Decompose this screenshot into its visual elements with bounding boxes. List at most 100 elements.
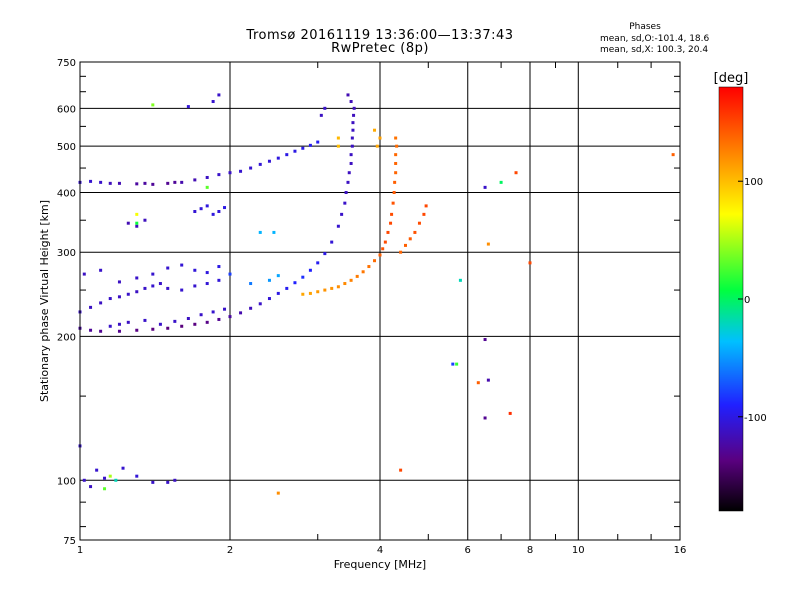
data-point bbox=[108, 181, 112, 185]
data-point bbox=[391, 201, 395, 205]
data-point bbox=[173, 478, 177, 482]
data-point bbox=[151, 103, 155, 107]
data-point bbox=[99, 329, 103, 333]
data-point bbox=[267, 278, 271, 282]
plot-frame bbox=[79, 61, 681, 541]
data-point bbox=[199, 207, 203, 211]
data-point bbox=[378, 253, 382, 257]
data-point bbox=[193, 178, 197, 182]
data-point bbox=[135, 276, 139, 280]
data-point bbox=[249, 306, 253, 310]
data-point bbox=[135, 328, 139, 332]
colorbar-label: [deg] bbox=[714, 71, 749, 86]
data-point bbox=[375, 144, 379, 148]
data-point bbox=[285, 286, 289, 290]
x-tick-label: 2 bbox=[227, 545, 233, 556]
data-point bbox=[205, 282, 209, 286]
data-point bbox=[272, 230, 276, 234]
data-point bbox=[671, 153, 675, 157]
x-tick-label: 1 bbox=[77, 545, 83, 556]
data-points bbox=[78, 93, 675, 495]
data-point bbox=[158, 282, 162, 286]
data-point bbox=[330, 240, 334, 244]
data-point bbox=[173, 180, 177, 184]
data-point bbox=[336, 224, 340, 228]
data-point bbox=[476, 381, 480, 385]
data-point bbox=[180, 263, 184, 267]
data-point bbox=[340, 212, 344, 216]
chart-title-line2: RwPretec (8p) bbox=[331, 41, 429, 56]
data-point bbox=[117, 329, 121, 333]
data-point bbox=[228, 171, 232, 175]
data-point bbox=[211, 310, 215, 314]
colorbar-tick-label: -100 bbox=[744, 413, 767, 424]
data-point bbox=[228, 272, 232, 276]
x-axis-label: Frequency [MHz] bbox=[334, 558, 426, 571]
data-point bbox=[143, 286, 147, 290]
data-point bbox=[126, 320, 130, 324]
phases-title: Phases bbox=[629, 22, 661, 32]
data-point bbox=[267, 297, 271, 301]
data-point bbox=[373, 128, 377, 132]
data-point bbox=[217, 265, 221, 269]
data-point bbox=[486, 242, 490, 246]
data-point bbox=[483, 416, 487, 420]
data-point bbox=[381, 247, 385, 251]
data-point bbox=[499, 180, 503, 184]
data-point bbox=[117, 280, 121, 284]
data-point bbox=[258, 302, 262, 306]
data-point bbox=[316, 290, 320, 294]
data-point bbox=[349, 278, 353, 282]
data-point bbox=[89, 328, 93, 332]
data-point bbox=[378, 136, 382, 140]
x-tick-label: 8 bbox=[527, 545, 533, 556]
data-point bbox=[350, 136, 354, 140]
data-point bbox=[394, 171, 398, 175]
data-point bbox=[151, 480, 155, 484]
y-tick-label: 600 bbox=[57, 104, 76, 115]
data-point bbox=[99, 301, 103, 305]
data-point bbox=[399, 468, 403, 472]
data-point bbox=[217, 278, 221, 282]
data-point bbox=[293, 149, 297, 153]
data-point bbox=[293, 281, 297, 285]
data-point bbox=[249, 166, 253, 170]
data-point bbox=[151, 327, 155, 331]
colorbar-tick-label: 100 bbox=[744, 177, 763, 188]
data-point bbox=[135, 212, 139, 216]
data-point bbox=[386, 230, 390, 234]
data-point bbox=[135, 221, 139, 225]
data-point bbox=[486, 378, 490, 382]
data-point bbox=[117, 322, 121, 326]
data-point bbox=[323, 288, 327, 292]
y-tick-label: 200 bbox=[57, 332, 76, 343]
data-point bbox=[355, 274, 359, 278]
x-tick-label: 10 bbox=[572, 545, 585, 556]
data-point bbox=[217, 317, 221, 321]
data-point bbox=[276, 291, 280, 295]
data-point bbox=[186, 316, 190, 320]
data-point bbox=[205, 271, 209, 275]
data-point bbox=[180, 180, 184, 184]
data-point bbox=[343, 282, 347, 286]
data-point bbox=[422, 212, 426, 216]
data-point bbox=[350, 144, 354, 148]
data-point bbox=[166, 266, 170, 270]
data-point bbox=[316, 261, 320, 265]
data-point bbox=[483, 338, 487, 342]
data-point bbox=[186, 105, 190, 109]
data-point bbox=[336, 144, 340, 148]
data-point bbox=[151, 272, 155, 276]
data-point bbox=[276, 274, 280, 278]
data-point bbox=[143, 318, 147, 322]
data-point bbox=[458, 278, 462, 282]
data-point bbox=[276, 491, 280, 495]
data-point bbox=[403, 243, 407, 247]
data-point bbox=[228, 315, 232, 319]
data-point bbox=[223, 206, 227, 210]
data-point bbox=[108, 297, 112, 301]
data-point bbox=[193, 284, 197, 288]
data-point bbox=[301, 146, 305, 150]
data-point bbox=[258, 230, 262, 234]
data-point bbox=[258, 162, 262, 166]
